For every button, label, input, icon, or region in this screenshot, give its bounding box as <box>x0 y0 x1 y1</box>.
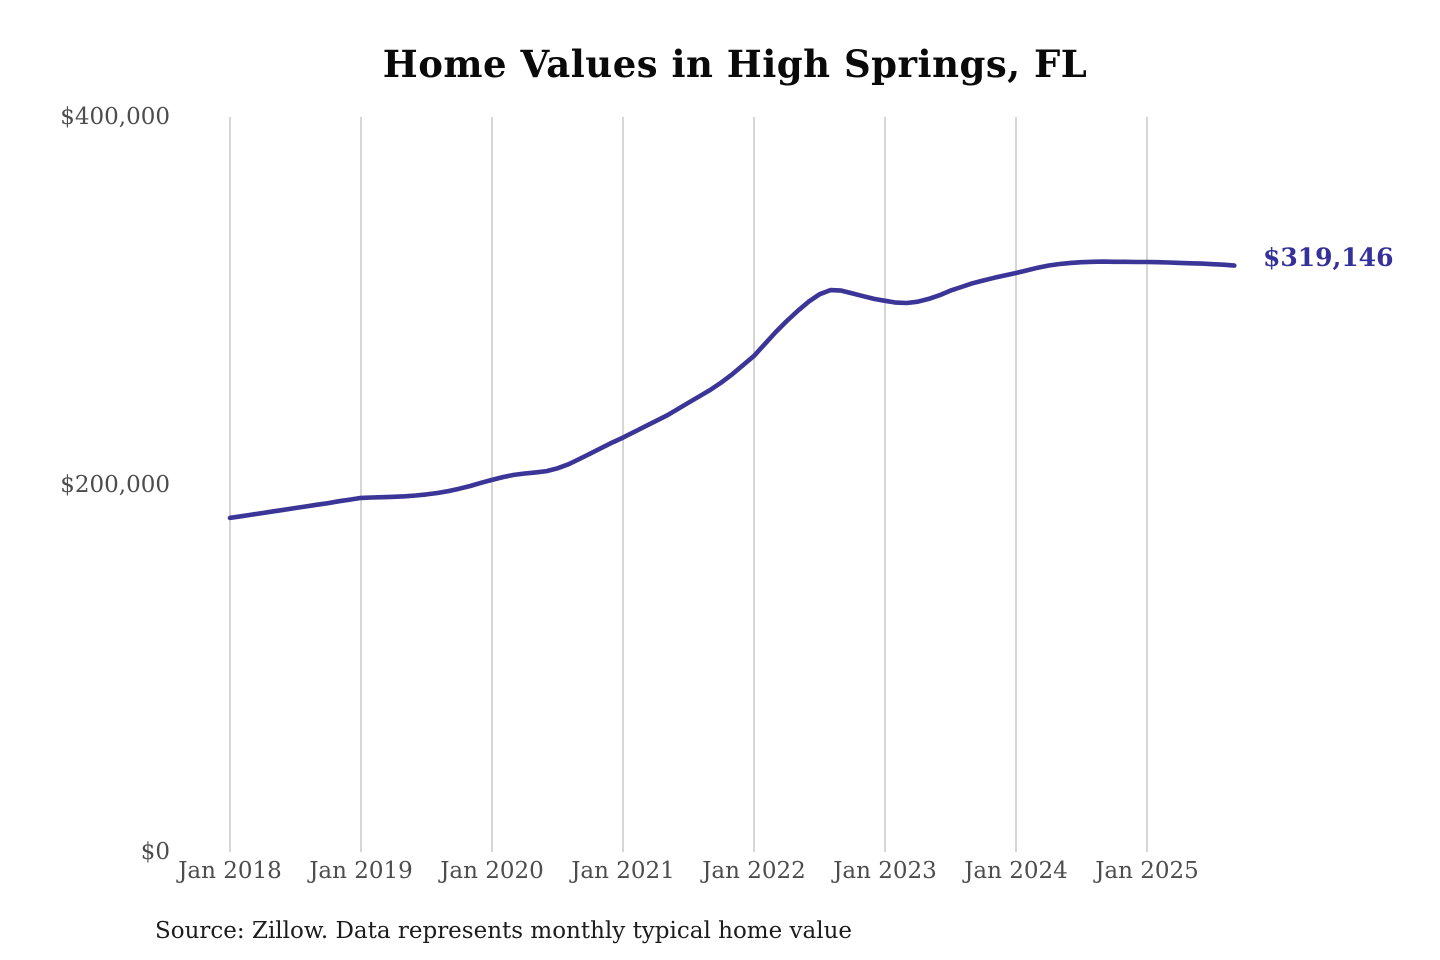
source-note: Source: Zillow. Data represents monthly … <box>155 918 853 944</box>
y-tick-label-200000: $200,000 <box>60 471 170 498</box>
x-tick-label-2021: Jan 2021 <box>571 858 675 884</box>
x-tick-label-2020: Jan 2020 <box>440 858 544 884</box>
x-tick-label-2023: Jan 2023 <box>833 858 937 884</box>
x-tick-label-2018: Jan 2018 <box>178 858 282 884</box>
chart-title: Home Values in High Springs, FL <box>382 42 1088 86</box>
y-tick-label-0: $0 <box>140 839 170 865</box>
y-tick-label-400000: $400,000 <box>60 104 170 130</box>
x-tick-label-2022: Jan 2022 <box>702 858 806 884</box>
latest-value-label: $319,146 <box>1263 242 1394 272</box>
home-value-series-line <box>227 259 1237 521</box>
x-tick-label-2024: Jan 2024 <box>964 858 1068 884</box>
x-tick-label-2025: Jan 2025 <box>1095 858 1199 884</box>
x-tick-label-2019: Jan 2019 <box>309 858 413 884</box>
